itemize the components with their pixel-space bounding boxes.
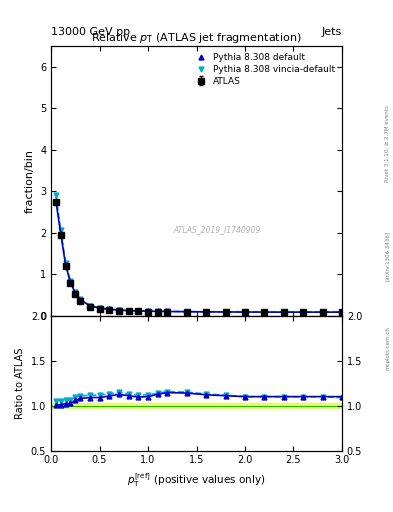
Text: Jets: Jets bbox=[321, 27, 342, 37]
Text: 13000 GeV pp: 13000 GeV pp bbox=[51, 27, 130, 37]
Pythia 8.308 vincia-default bbox=[184, 309, 189, 315]
Bar bbox=[51, 403, 342, 408]
Pythia 8.308 default bbox=[63, 262, 68, 268]
Text: Rivet 3.1.10, ≥ 2.7M events: Rivet 3.1.10, ≥ 2.7M events bbox=[385, 105, 390, 182]
Pythia 8.308 vincia-default bbox=[107, 306, 112, 312]
Pythia 8.308 vincia-default bbox=[204, 309, 209, 315]
Pythia 8.308 vincia-default bbox=[155, 308, 160, 314]
Pythia 8.308 default bbox=[53, 198, 58, 204]
Line: Pythia 8.308 default: Pythia 8.308 default bbox=[53, 199, 344, 314]
Pythia 8.308 vincia-default bbox=[117, 307, 121, 313]
Line: Pythia 8.308 vincia-default: Pythia 8.308 vincia-default bbox=[53, 193, 344, 314]
Pythia 8.308 vincia-default bbox=[262, 309, 267, 315]
Pythia 8.308 vincia-default bbox=[223, 309, 228, 315]
Pythia 8.308 default bbox=[204, 309, 209, 315]
Pythia 8.308 default bbox=[59, 231, 63, 237]
Pythia 8.308 vincia-default bbox=[136, 308, 141, 314]
Pythia 8.308 vincia-default bbox=[73, 289, 78, 295]
Pythia 8.308 default bbox=[146, 308, 151, 314]
Pythia 8.308 vincia-default bbox=[88, 303, 92, 309]
Pythia 8.308 default bbox=[126, 308, 131, 314]
Pythia 8.308 default bbox=[320, 309, 325, 315]
Pythia 8.308 vincia-default bbox=[68, 278, 73, 284]
Pythia 8.308 vincia-default bbox=[126, 308, 131, 314]
Pythia 8.308 default bbox=[78, 296, 83, 303]
Text: mcplots.cern.ch: mcplots.cern.ch bbox=[385, 326, 390, 370]
Pythia 8.308 default bbox=[88, 303, 92, 309]
Pythia 8.308 default bbox=[68, 280, 73, 286]
Legend: Pythia 8.308 default, Pythia 8.308 vincia-default, ATLAS: Pythia 8.308 default, Pythia 8.308 vinci… bbox=[190, 51, 338, 89]
Pythia 8.308 default bbox=[223, 309, 228, 315]
X-axis label: $p_{\rm T}^{\rm [ref]}$ (positive values only): $p_{\rm T}^{\rm [ref]}$ (positive values… bbox=[127, 471, 266, 489]
Pythia 8.308 vincia-default bbox=[320, 309, 325, 315]
Pythia 8.308 default bbox=[301, 309, 305, 315]
Text: [arXiv:1306.3436]: [arXiv:1306.3436] bbox=[385, 231, 390, 281]
Pythia 8.308 default bbox=[117, 307, 121, 313]
Y-axis label: Ratio to ATLAS: Ratio to ATLAS bbox=[15, 348, 25, 419]
Pythia 8.308 default bbox=[73, 290, 78, 296]
Pythia 8.308 vincia-default bbox=[59, 227, 63, 233]
Pythia 8.308 vincia-default bbox=[97, 305, 102, 311]
Pythia 8.308 default bbox=[136, 308, 141, 314]
Pythia 8.308 vincia-default bbox=[242, 309, 247, 315]
Pythia 8.308 default bbox=[281, 309, 286, 315]
Y-axis label: fraction/bin: fraction/bin bbox=[24, 149, 35, 213]
Pythia 8.308 default bbox=[107, 306, 112, 312]
Pythia 8.308 default bbox=[340, 309, 344, 315]
Title: Relative $p_{\rm T}$ (ATLAS jet fragmentation): Relative $p_{\rm T}$ (ATLAS jet fragment… bbox=[91, 31, 302, 45]
Pythia 8.308 vincia-default bbox=[301, 309, 305, 315]
Pythia 8.308 default bbox=[97, 305, 102, 311]
Pythia 8.308 vincia-default bbox=[53, 193, 58, 199]
Pythia 8.308 default bbox=[165, 308, 170, 314]
Pythia 8.308 vincia-default bbox=[146, 308, 151, 314]
Pythia 8.308 vincia-default bbox=[340, 309, 344, 315]
Pythia 8.308 default bbox=[184, 309, 189, 315]
Pythia 8.308 default bbox=[155, 308, 160, 314]
Pythia 8.308 default bbox=[242, 309, 247, 315]
Pythia 8.308 vincia-default bbox=[78, 296, 83, 302]
Pythia 8.308 vincia-default bbox=[165, 308, 170, 314]
Text: ATLAS_2019_I1740909: ATLAS_2019_I1740909 bbox=[173, 225, 261, 234]
Pythia 8.308 vincia-default bbox=[281, 309, 286, 315]
Pythia 8.308 default bbox=[262, 309, 267, 315]
Pythia 8.308 vincia-default bbox=[63, 260, 68, 266]
